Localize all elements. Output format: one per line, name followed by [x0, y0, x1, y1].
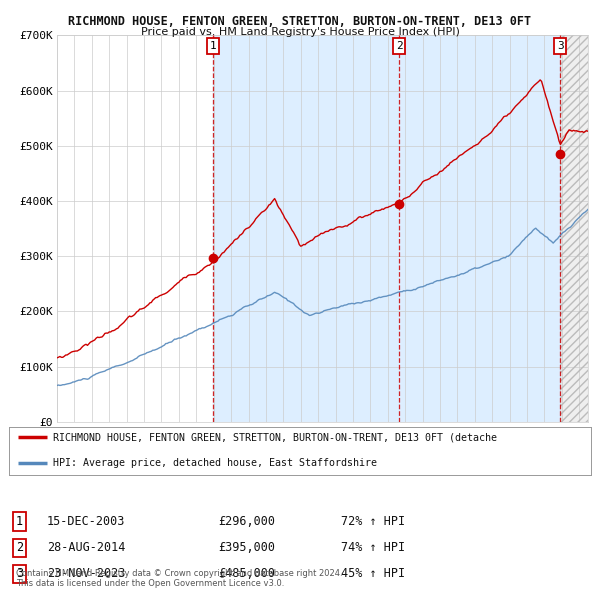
Text: 23-NOV-2023: 23-NOV-2023 [47, 568, 125, 581]
Text: 45% ↑ HPI: 45% ↑ HPI [341, 568, 405, 581]
Bar [560, 35, 588, 422]
Text: RICHMOND HOUSE, FENTON GREEN, STRETTON, BURTON-ON-TRENT, DE13 0FT (detache: RICHMOND HOUSE, FENTON GREEN, STRETTON, … [53, 432, 497, 442]
Text: 28-AUG-2014: 28-AUG-2014 [47, 541, 125, 554]
Text: 2: 2 [16, 541, 23, 554]
Text: 15-DEC-2003: 15-DEC-2003 [47, 515, 125, 528]
Text: £296,000: £296,000 [218, 515, 275, 528]
Text: £485,000: £485,000 [218, 568, 275, 581]
Text: Contains HM Land Registry data © Crown copyright and database right 2024.: Contains HM Land Registry data © Crown c… [16, 569, 343, 578]
Text: £395,000: £395,000 [218, 541, 275, 554]
Bar [560, 35, 588, 422]
Text: 72% ↑ HPI: 72% ↑ HPI [341, 515, 405, 528]
Text: 1: 1 [16, 515, 23, 528]
Text: RICHMOND HOUSE, FENTON GREEN, STRETTON, BURTON-ON-TRENT, DE13 0FT: RICHMOND HOUSE, FENTON GREEN, STRETTON, … [68, 15, 532, 28]
Text: 1: 1 [209, 41, 217, 51]
Bar [213, 35, 399, 422]
Text: 2: 2 [396, 41, 403, 51]
Text: Price paid vs. HM Land Registry's House Price Index (HPI): Price paid vs. HM Land Registry's House … [140, 27, 460, 37]
Text: 3: 3 [557, 41, 563, 51]
Text: This data is licensed under the Open Government Licence v3.0.: This data is licensed under the Open Gov… [16, 579, 284, 588]
Bar [399, 35, 560, 422]
Text: 74% ↑ HPI: 74% ↑ HPI [341, 541, 405, 554]
Text: HPI: Average price, detached house, East Staffordshire: HPI: Average price, detached house, East… [53, 458, 377, 468]
Text: 3: 3 [16, 568, 23, 581]
